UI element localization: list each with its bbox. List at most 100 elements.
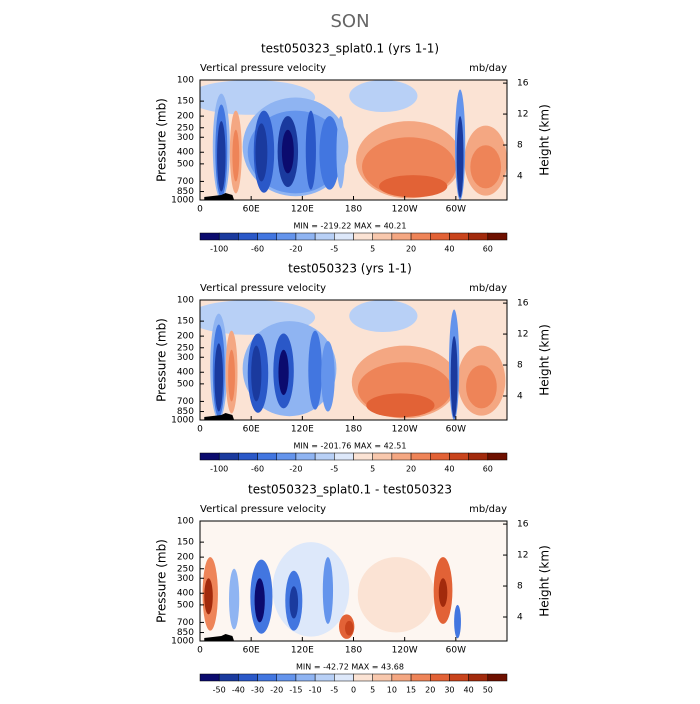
y-tick-label: 1000 xyxy=(171,416,194,426)
field-blob xyxy=(454,604,461,639)
colorbar-label: -30 xyxy=(251,686,264,695)
colorbar-label: -20 xyxy=(270,686,283,695)
y2-tick-label: 16 xyxy=(517,299,529,309)
y-tick-label: 250 xyxy=(177,123,194,133)
x-tick-label: 180 xyxy=(345,425,362,435)
figure-title: SON xyxy=(330,11,369,32)
field-blob xyxy=(321,341,335,412)
y-tick-label: 200 xyxy=(177,332,194,342)
colorbar-box xyxy=(334,452,354,461)
panel-units: mb/day xyxy=(469,63,507,74)
y-tick-label: 300 xyxy=(177,353,194,363)
field-blob xyxy=(438,578,448,607)
panel-subtitle: Vertical pressure velocity xyxy=(200,504,326,515)
colorbar-box xyxy=(276,452,297,461)
field-blob xyxy=(289,586,299,619)
y-tick-label: 100 xyxy=(177,517,194,527)
colorbar-box xyxy=(199,673,220,682)
field-blob xyxy=(319,116,340,190)
panel-title: test050323 (yrs 1-1) xyxy=(288,262,412,276)
colorbar-box xyxy=(257,452,277,461)
stats: MIN = -42.72 MAX = 43.68 xyxy=(296,663,404,672)
colorbar-label: -10 xyxy=(309,686,322,695)
y-tick-label: 850 xyxy=(177,187,194,197)
colorbar-box xyxy=(334,232,354,241)
x-tick-label: 180 xyxy=(345,646,362,656)
y2-tick-label: 4 xyxy=(517,613,523,623)
y-axis-label: Pressure (mb) xyxy=(155,98,169,182)
colorbar-box xyxy=(218,673,239,682)
y-tick-label: 200 xyxy=(177,112,194,122)
colorbar-box xyxy=(295,232,316,241)
colorbar-box xyxy=(276,232,297,241)
colorbar-box xyxy=(449,452,469,461)
colorbar-box xyxy=(372,452,393,461)
y-tick-label: 500 xyxy=(177,379,194,389)
y-tick-label: 250 xyxy=(177,564,194,574)
colorbar-box xyxy=(295,673,316,682)
y2-axis-label: Height (km) xyxy=(538,545,552,616)
colorbar-label: 20 xyxy=(406,465,416,474)
panel-title: test050323_splat0.1 - test050323 xyxy=(248,483,452,497)
colorbar-box xyxy=(449,232,469,241)
y2-tick-label: 16 xyxy=(517,520,529,530)
y-tick-label: 700 xyxy=(177,397,194,407)
colorbar-label: 30 xyxy=(444,686,454,695)
field-blob xyxy=(322,557,334,624)
x-tick-label: 120E xyxy=(291,205,314,215)
field-blob xyxy=(357,557,435,633)
colorbar-label: 20 xyxy=(406,245,416,254)
colorbar-label: -50 xyxy=(213,686,226,695)
y2-tick-label: 4 xyxy=(517,172,523,182)
x-tick-label: 120W xyxy=(392,205,418,215)
colorbar-label: -60 xyxy=(251,465,264,474)
y2-tick-label: 12 xyxy=(517,330,528,340)
field-blob xyxy=(336,116,345,189)
colorbar-label: 5 xyxy=(370,686,375,695)
colorbar-label: -40 xyxy=(232,686,245,695)
field-blob xyxy=(450,336,458,418)
y-tick-label: 200 xyxy=(177,553,194,563)
stats: MIN = -219.22 MAX = 40.21 xyxy=(293,222,406,231)
colorbar-label: 20 xyxy=(425,686,435,695)
y-axis-label: Pressure (mb) xyxy=(155,318,169,402)
field-blob xyxy=(278,349,289,396)
x-tick-label: 0 xyxy=(197,646,203,656)
field-blob xyxy=(281,129,294,174)
y-tick-label: 150 xyxy=(177,538,194,548)
colorbar-box xyxy=(314,452,335,461)
x-tick-label: 120W xyxy=(392,425,418,435)
y-tick-label: 1000 xyxy=(171,196,194,206)
field-blob xyxy=(344,620,354,636)
colorbar-box xyxy=(410,673,431,682)
colorbar-box xyxy=(468,452,489,461)
panel-title: test050323_splat0.1 (yrs 1-1) xyxy=(261,42,439,56)
field-blob xyxy=(254,578,265,623)
field-blob xyxy=(217,121,226,192)
colorbar-box xyxy=(487,232,508,241)
x-tick-label: 60E xyxy=(243,646,260,656)
colorbar-box xyxy=(430,232,450,241)
x-tick-label: 60W xyxy=(446,205,466,215)
colorbar-box xyxy=(353,232,373,241)
colorbar-label: 60 xyxy=(483,465,493,474)
colorbar-label: -5 xyxy=(330,686,338,695)
terrain xyxy=(204,634,235,641)
y2-tick-label: 4 xyxy=(517,392,523,402)
field-blob xyxy=(228,349,235,402)
y2-axis-label: Height (km) xyxy=(538,324,552,395)
field-blob xyxy=(466,365,497,409)
colorbar-box xyxy=(391,673,412,682)
colorbar-box xyxy=(199,232,220,241)
x-tick-label: 0 xyxy=(197,205,203,215)
colorbar-box xyxy=(468,673,489,682)
colorbar-label: -100 xyxy=(210,245,228,254)
colorbar-box xyxy=(353,673,373,682)
field-blob xyxy=(379,175,448,198)
field-blob xyxy=(305,110,316,190)
field-blob xyxy=(308,330,322,410)
y2-tick-label: 8 xyxy=(517,361,523,371)
field-blob xyxy=(470,145,502,189)
colorbar-label: 50 xyxy=(483,686,493,695)
y-tick-label: 400 xyxy=(177,368,194,378)
